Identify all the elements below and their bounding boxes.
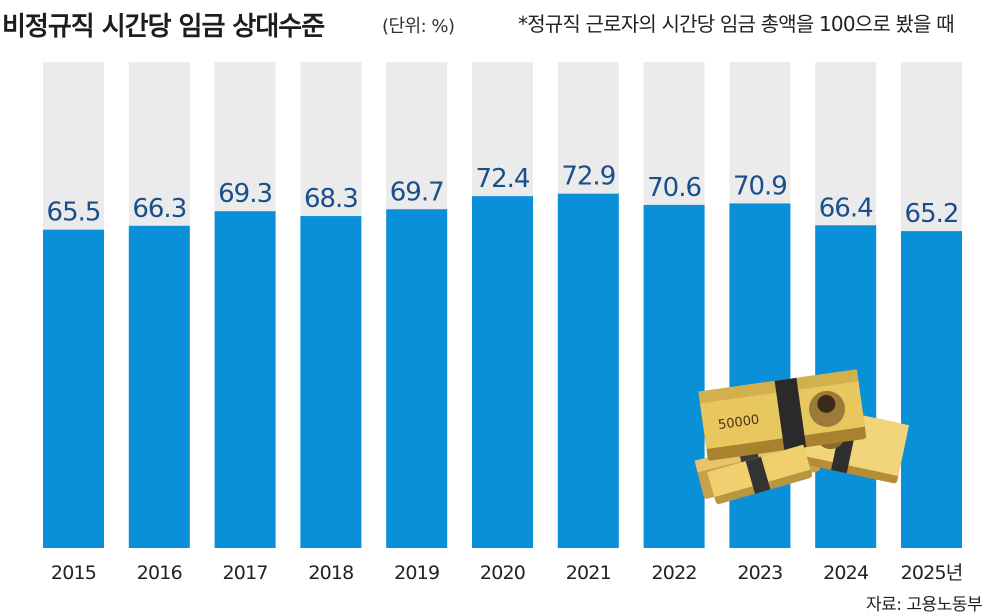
category-label-0: 2015 bbox=[51, 562, 96, 584]
bar-6 bbox=[557, 193, 619, 548]
category-label-5: 2020 bbox=[480, 562, 525, 584]
value-label-1: 66.3 bbox=[132, 194, 186, 224]
category-label-6: 2021 bbox=[566, 562, 611, 584]
category-label-2: 2017 bbox=[223, 562, 268, 584]
bar-5 bbox=[472, 196, 533, 549]
bar-2 bbox=[214, 211, 276, 548]
category-label-10: 2025년 bbox=[901, 562, 963, 584]
value-label-3: 68.3 bbox=[304, 184, 358, 214]
value-label-9: 66.4 bbox=[819, 193, 873, 223]
category-label-9: 2024 bbox=[823, 562, 869, 584]
value-label-2: 69.3 bbox=[218, 179, 272, 209]
category-label-1: 2016 bbox=[137, 562, 182, 584]
value-label-7: 70.6 bbox=[647, 173, 701, 203]
source-label: 자료: 고용노동부 bbox=[866, 595, 983, 615]
value-label-0: 65.5 bbox=[47, 198, 101, 228]
value-label-4: 69.7 bbox=[390, 177, 444, 207]
unit-label: (단위: %) bbox=[382, 16, 455, 37]
bar-4 bbox=[386, 209, 448, 548]
banknote-bundle-illustration: 50000 bbox=[694, 369, 910, 505]
category-label-8: 2023 bbox=[737, 562, 782, 584]
value-label-6: 72.9 bbox=[561, 162, 615, 192]
bar-3 bbox=[300, 216, 362, 548]
category-label-3: 2018 bbox=[308, 562, 353, 584]
bar-1 bbox=[128, 225, 190, 549]
category-label-7: 2022 bbox=[652, 562, 697, 584]
category-label-4: 2019 bbox=[394, 562, 439, 584]
value-label-8: 70.9 bbox=[733, 171, 787, 201]
footnote: *정규직 근로자의 시간당 임금 총액을 100으로 봤을 때 bbox=[518, 12, 955, 36]
value-label-10: 65.2 bbox=[905, 199, 959, 229]
bar-0 bbox=[43, 229, 104, 549]
value-label-5: 72.4 bbox=[476, 164, 530, 194]
banknote-denomination: 50000 bbox=[717, 412, 760, 433]
chart-title: 비정규직 시간당 임금 상대수준 bbox=[2, 12, 325, 42]
bar-10 bbox=[901, 231, 962, 549]
bar-7 bbox=[643, 204, 705, 548]
